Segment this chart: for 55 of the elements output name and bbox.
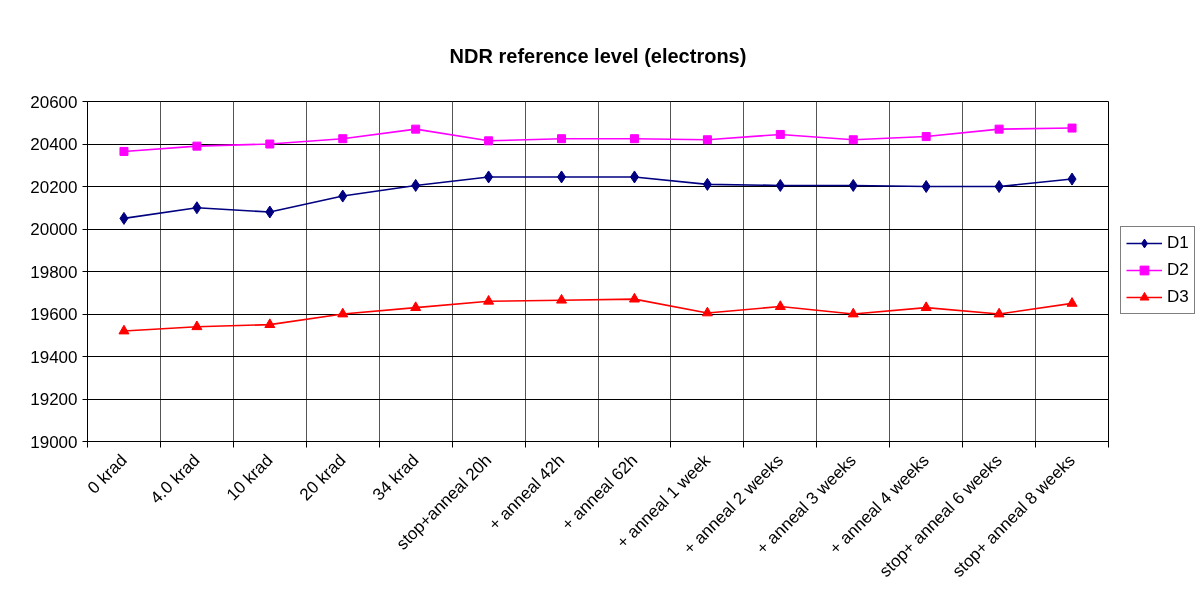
point: [118, 324, 130, 335]
point: [338, 189, 348, 203]
point: [702, 177, 712, 191]
y-tick-label: 20000: [30, 220, 78, 239]
point: [994, 180, 1004, 193]
y-tick-label: 19600: [30, 305, 78, 324]
point: [337, 307, 349, 318]
point: [483, 294, 495, 305]
legend-label: D2: [1167, 259, 1189, 281]
point: [192, 141, 202, 151]
y-tick-label: 19200: [30, 390, 78, 409]
chart-title: NDR reference level (electrons): [449, 45, 747, 67]
point: [557, 170, 567, 184]
point: [1066, 297, 1078, 307]
point: [629, 170, 639, 184]
y-tick-label: 20600: [30, 92, 78, 112]
point: [994, 124, 1004, 134]
point: [702, 135, 712, 145]
point: [775, 129, 785, 139]
point: [265, 139, 275, 149]
point: [628, 292, 640, 303]
point: [411, 178, 421, 192]
point: [848, 135, 858, 145]
point: [847, 307, 859, 318]
point: [556, 293, 568, 304]
point: [921, 132, 931, 142]
y-tick-label: 19000: [30, 432, 78, 452]
point: [411, 124, 421, 134]
point: [774, 300, 786, 310]
point: [410, 301, 422, 312]
point: [775, 178, 785, 192]
point: [264, 318, 276, 329]
point: [701, 306, 713, 317]
point: [338, 134, 348, 144]
y-tick-label: 20400: [30, 135, 78, 154]
point: [629, 134, 639, 144]
legend-label: D1: [1167, 232, 1189, 254]
point: [1067, 172, 1077, 186]
legend-label: D3: [1167, 286, 1189, 308]
y-tick-label: 19400: [30, 347, 78, 367]
point: [265, 205, 275, 219]
point: [921, 180, 931, 193]
point: [191, 320, 203, 331]
y-tick-label: 19800: [30, 262, 78, 282]
point: [848, 178, 858, 192]
point: [557, 134, 567, 144]
point: [484, 170, 494, 184]
point: [119, 146, 129, 156]
point: [1067, 123, 1077, 133]
point: [993, 307, 1005, 318]
point: [484, 136, 494, 146]
point: [920, 301, 932, 312]
y-tick-label: 20200: [30, 177, 78, 197]
point: [119, 211, 129, 225]
point: [192, 201, 202, 215]
